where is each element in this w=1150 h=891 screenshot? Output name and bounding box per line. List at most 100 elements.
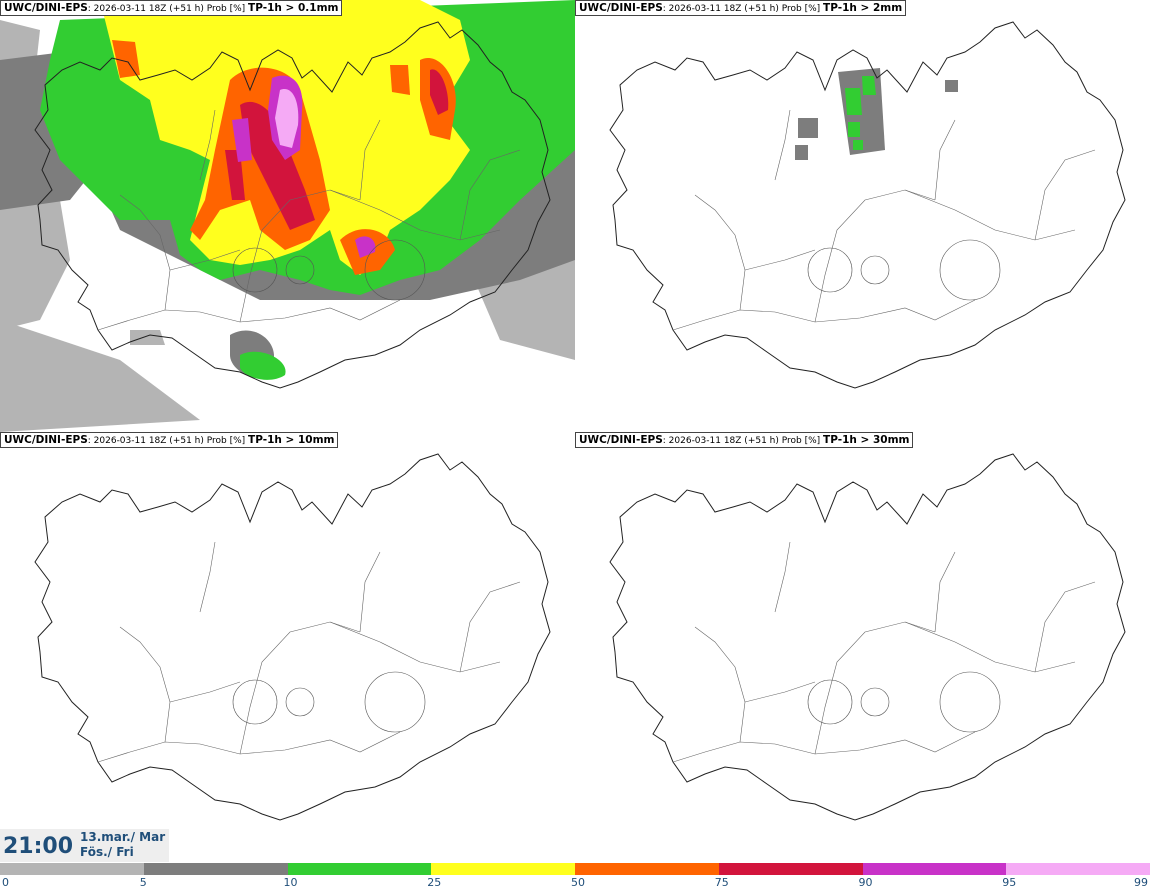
road-line — [934, 551, 956, 633]
road-line — [199, 109, 216, 181]
probability-area — [853, 140, 863, 150]
colorbar-tick-label: 25 — [427, 876, 442, 889]
coastline — [609, 453, 1126, 821]
colorbar-segment — [718, 863, 863, 875]
road-line — [744, 249, 816, 271]
road-line — [1034, 581, 1096, 673]
road-line — [744, 681, 816, 703]
coastline — [34, 21, 551, 389]
day-line: Fös./ Fri — [80, 845, 134, 859]
road-line — [97, 299, 401, 331]
panel-title: UWC/DINI-EPS: 2026-03-11 18Z (+51 h) Pro… — [575, 0, 907, 16]
road-line — [672, 299, 976, 331]
map-panel-tp-2mm: UWC/DINI-EPS: 2026-03-11 18Z (+51 h) Pro… — [575, 0, 1150, 432]
colorbar-tick-label: 50 — [571, 876, 585, 889]
colorbar-tick-label: 75 — [714, 876, 729, 889]
coastline — [609, 21, 1126, 389]
road-line — [239, 621, 361, 755]
probability-area — [0, 320, 200, 432]
panel-title: UWC/DINI-EPS: 2026-03-11 18Z (+51 h) Pro… — [575, 432, 914, 448]
road-line — [694, 626, 746, 743]
probability-area — [275, 89, 299, 148]
probability-colorbar: 0 5 10 25 50 75 90 95 99 — [0, 863, 1150, 891]
road-line — [694, 194, 746, 311]
road-line — [329, 189, 501, 241]
road-line — [359, 119, 381, 201]
colorbar-tick-label: 95 — [1002, 876, 1017, 889]
probability-area — [240, 101, 315, 230]
road-line — [169, 681, 241, 703]
road-line — [1034, 149, 1096, 241]
map-canvas — [609, 453, 1126, 821]
road-line — [672, 731, 976, 763]
road-line — [119, 626, 171, 743]
date-line: 13.mar./ Mar — [80, 830, 166, 844]
colorbar-segment — [143, 863, 288, 875]
colorbar-segment — [1006, 863, 1150, 875]
valid-date: 13.mar./ Mar Fös./ Fri — [80, 830, 165, 860]
road-line — [119, 194, 171, 311]
map-canvas — [609, 21, 1126, 389]
probability-area — [795, 145, 808, 160]
road-line — [774, 541, 791, 613]
map-panel-tp-0.1mm: UWC/DINI-EPS: 2026-03-11 18Z (+51 h) Pro… — [0, 0, 575, 432]
glacier-outline — [807, 679, 853, 725]
glacier-outline — [232, 679, 278, 725]
probability-area — [430, 69, 449, 115]
glacier-outline — [285, 687, 315, 717]
probability-area — [225, 150, 245, 200]
map-panel-tp-30mm: UWC/DINI-EPS: 2026-03-11 18Z (+51 h) Pro… — [575, 432, 1150, 864]
map-canvas — [34, 453, 551, 821]
road-line — [359, 551, 381, 633]
panel-title: UWC/DINI-EPS: 2026-03-11 18Z (+51 h) Pro… — [0, 0, 343, 16]
road-line — [169, 249, 241, 271]
probability-area — [112, 40, 140, 78]
glacier-outline — [364, 671, 426, 733]
colorbar-segment — [575, 863, 719, 875]
probability-area — [798, 118, 818, 138]
road-line — [329, 621, 501, 673]
glacier-outline — [232, 247, 278, 293]
glacier-outline — [939, 239, 1001, 301]
valid-time: 21:00 — [3, 834, 74, 859]
colorbar-tick-label: 99 — [1134, 876, 1148, 889]
road-line — [459, 581, 521, 673]
valid-time-box: 21:00 13.mar./ Mar Fös./ Fri — [0, 829, 169, 862]
probability-area — [130, 330, 165, 345]
probability-area — [240, 351, 286, 380]
glacier-outline — [807, 247, 853, 293]
coastline — [34, 453, 551, 821]
panel-title: UWC/DINI-EPS: 2026-03-11 18Z (+51 h) Pro… — [0, 432, 339, 448]
road-line — [774, 109, 791, 181]
glacier-outline — [364, 239, 426, 301]
colorbar-segment — [287, 863, 432, 875]
road-line — [814, 189, 936, 323]
colorbar-segment — [0, 863, 144, 875]
probability-area — [845, 88, 862, 115]
glacier-outline — [860, 255, 890, 285]
glacier-outline — [860, 687, 890, 717]
road-line — [459, 149, 521, 241]
colorbar-tick-label: 90 — [858, 876, 873, 889]
road-line — [239, 189, 361, 323]
probability-area — [862, 76, 876, 95]
road-line — [814, 621, 936, 755]
road-line — [199, 541, 216, 613]
probability-area — [232, 118, 252, 162]
colorbar-segment — [862, 863, 1007, 875]
probability-area — [848, 122, 860, 137]
glacier-outline — [939, 671, 1001, 733]
map-panel-tp-10mm: UWC/DINI-EPS: 2026-03-11 18Z (+51 h) Pro… — [0, 432, 575, 864]
colorbar-segment — [431, 863, 575, 875]
colorbar-tick-label: 0 — [2, 876, 9, 889]
road-line — [934, 119, 956, 201]
road-line — [904, 621, 1076, 673]
road-line — [97, 731, 401, 763]
probability-area — [945, 80, 958, 92]
map-canvas — [0, 0, 575, 432]
road-line — [904, 189, 1076, 241]
colorbar-tick-label: 10 — [283, 876, 298, 889]
probability-area — [0, 180, 70, 330]
probability-area — [390, 65, 410, 95]
colorbar-tick-label: 5 — [139, 876, 147, 889]
